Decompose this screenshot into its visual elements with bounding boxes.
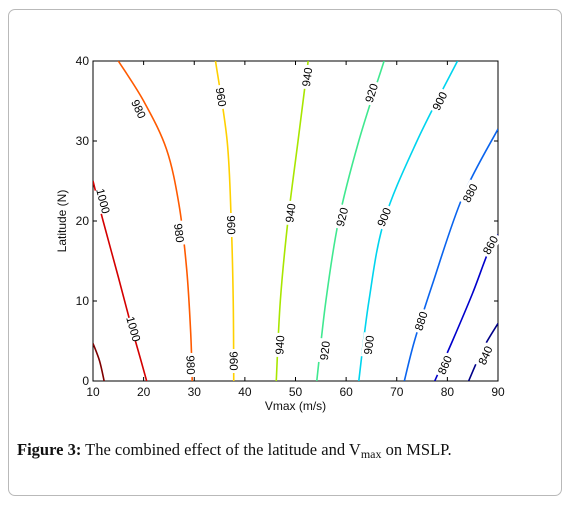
contour-label: 960 (213, 87, 228, 108)
contour-label: 880 (413, 310, 430, 332)
contour-label-bg (317, 337, 333, 364)
contour-line-1020 (93, 343, 105, 381)
contour-label: 940 (284, 203, 298, 224)
contour-label-bg (474, 341, 497, 370)
x-tick-label: 10 (86, 385, 100, 399)
caption-text-end: on MSLP. (381, 440, 452, 459)
x-tick-label: 70 (390, 385, 404, 399)
contour-label-bg (458, 179, 482, 207)
y-axis-label: Latitude (N) (55, 190, 69, 253)
contour-label-bg (361, 79, 382, 107)
contour-label: 960 (224, 215, 236, 234)
contour-label: 920 (319, 341, 333, 361)
caption-subscript: max (360, 447, 382, 461)
contour-label: 980 (171, 223, 185, 243)
contour-label: 960 (227, 351, 239, 370)
contour-label-bg (428, 87, 452, 115)
contour-label-bg (272, 332, 287, 358)
contour-line-880 (403, 128, 498, 381)
contour-label-bg (411, 307, 431, 335)
x-axis-label: Vmax (m/s) (265, 399, 326, 413)
contour-label-bg (224, 212, 239, 238)
contour-label: 920 (335, 206, 351, 228)
y-tick-label: 30 (76, 134, 90, 148)
y-tick-label: 0 (82, 374, 89, 388)
contour-label-bg (332, 203, 352, 231)
contour-label-bg (360, 332, 377, 358)
contour-line-920 (315, 61, 385, 381)
contour-label: 980 (183, 355, 196, 375)
x-tick-label: 80 (441, 385, 455, 399)
contour-label: 920 (364, 82, 381, 104)
contour-label-bg (93, 187, 113, 215)
contour-label-bg (171, 220, 187, 246)
x-tick-label: 60 (339, 385, 353, 399)
contour-label-bg (434, 351, 456, 379)
contour-label-bg (478, 231, 502, 259)
contour-label-bg (227, 348, 241, 374)
contour-label-bg (127, 95, 150, 123)
contour-line-980 (117, 61, 194, 381)
contour-label-bg (183, 352, 198, 378)
y-tick-label: 40 (76, 54, 90, 68)
caption-text: The combined effect of the latitude and … (85, 440, 361, 459)
y-tick-label: 10 (76, 294, 90, 308)
x-tick-label: 50 (289, 385, 303, 399)
x-tick-label: 90 (491, 385, 505, 399)
contour-label: 1000 (93, 187, 111, 215)
figure-caption: Figure 3: The combined effect of the lat… (17, 440, 557, 462)
contour-label: 940 (274, 335, 287, 355)
contour-label-bg (299, 64, 316, 90)
contour-label: 900 (363, 335, 377, 356)
contour-label: 1000 (123, 315, 141, 343)
x-tick-label: 30 (188, 385, 202, 399)
contour-line-1000 (93, 180, 148, 381)
caption-label: Figure 3: (17, 440, 82, 459)
contour-labels: 1000100098098098096096096094094094092092… (93, 64, 502, 379)
contour-label-bg (123, 315, 144, 343)
y-tick-label: 20 (76, 214, 90, 228)
x-tick-label: 20 (137, 385, 151, 399)
contour-label-bg (282, 200, 299, 226)
contour-label-bg (212, 84, 230, 110)
x-tick-label: 40 (238, 385, 252, 399)
contour-label: 940 (301, 67, 315, 88)
contour-label-bg (373, 203, 395, 231)
